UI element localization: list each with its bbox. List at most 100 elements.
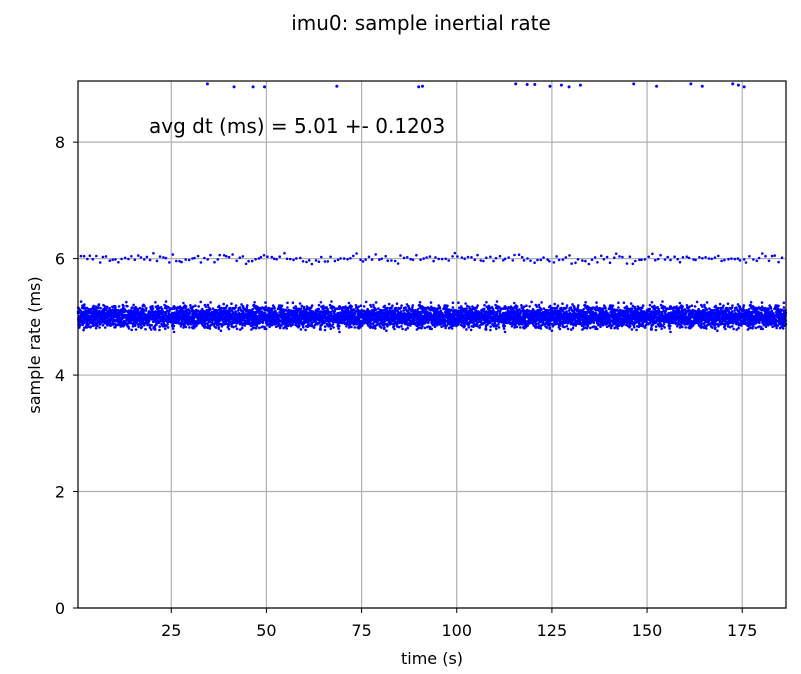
data-point (390, 259, 393, 262)
data-point (338, 325, 341, 328)
data-point (451, 327, 454, 330)
data-point (83, 303, 86, 306)
data-point (262, 322, 265, 325)
data-point (743, 258, 746, 261)
data-point (150, 328, 153, 331)
data-point (422, 257, 425, 260)
data-point (439, 307, 442, 310)
data-point (370, 305, 373, 308)
data-point (128, 327, 131, 330)
data-point (111, 258, 114, 261)
data-point (425, 256, 428, 259)
data-point (218, 254, 221, 257)
data-point (207, 304, 210, 307)
data-point (173, 325, 176, 328)
data-point (334, 260, 337, 263)
data-point (714, 256, 717, 259)
data-point (300, 328, 303, 331)
data-point (421, 325, 424, 328)
data-point (447, 259, 450, 262)
data-point (181, 320, 184, 323)
data-point (555, 255, 558, 258)
data-point (445, 258, 448, 261)
data-point (151, 305, 154, 308)
data-point (218, 326, 221, 329)
data-point (708, 257, 711, 260)
data-point (225, 255, 228, 258)
data-point (313, 326, 316, 329)
data-point (432, 260, 435, 263)
data-point (417, 308, 420, 311)
data-point (135, 321, 138, 324)
data-point (454, 252, 457, 255)
data-point (92, 258, 95, 261)
data-point (542, 256, 545, 259)
data-point (451, 255, 454, 258)
data-point (396, 302, 399, 305)
data-point (180, 261, 183, 264)
data-point (264, 301, 267, 304)
data-point (117, 261, 120, 264)
data-point (406, 256, 409, 259)
data-point (456, 255, 459, 258)
data-point (149, 259, 152, 262)
data-point (311, 263, 314, 266)
data-point (256, 325, 259, 328)
data-point (480, 259, 483, 262)
data-point (474, 258, 477, 261)
data-point (239, 306, 242, 309)
data-point (237, 309, 240, 312)
data-point (434, 256, 437, 259)
data-point (318, 260, 321, 263)
data-point (739, 259, 742, 262)
data-point (141, 326, 144, 329)
data-point (172, 253, 175, 256)
data-point (621, 256, 624, 259)
data-point (512, 320, 515, 323)
data-point (154, 301, 157, 304)
data-point (96, 325, 99, 328)
data-point (395, 307, 398, 310)
data-point (565, 256, 568, 259)
data-point (302, 326, 305, 329)
data-point (273, 257, 276, 260)
data-point (581, 259, 584, 262)
data-point (452, 306, 455, 309)
data-point (720, 260, 723, 263)
data-point (495, 328, 498, 331)
data-point (99, 261, 102, 264)
data-point (203, 257, 206, 260)
data-point (90, 325, 93, 328)
data-point (489, 329, 492, 332)
data-point (768, 260, 771, 263)
data-point (375, 308, 378, 311)
data-point (463, 257, 466, 260)
data-point (492, 260, 495, 263)
data-point (125, 301, 128, 304)
data-point (156, 260, 159, 263)
data-point (391, 304, 394, 307)
data-point (523, 309, 526, 312)
data-point (364, 258, 367, 261)
data-point (419, 258, 422, 261)
data-point (95, 327, 98, 330)
data-point (752, 258, 755, 261)
data-point (400, 325, 403, 328)
data-point (727, 258, 730, 261)
data-point (324, 329, 327, 332)
data-point (299, 302, 302, 305)
data-point (403, 257, 406, 260)
data-point (79, 324, 82, 327)
data-point (122, 305, 125, 308)
data-point (640, 258, 643, 261)
data-point (777, 261, 780, 264)
data-point (771, 255, 774, 258)
data-point (148, 320, 151, 323)
data-point (150, 324, 153, 327)
data-point (346, 258, 349, 261)
data-point (327, 260, 330, 263)
data-point (154, 328, 157, 331)
data-point (632, 263, 635, 266)
data-point (228, 328, 231, 331)
